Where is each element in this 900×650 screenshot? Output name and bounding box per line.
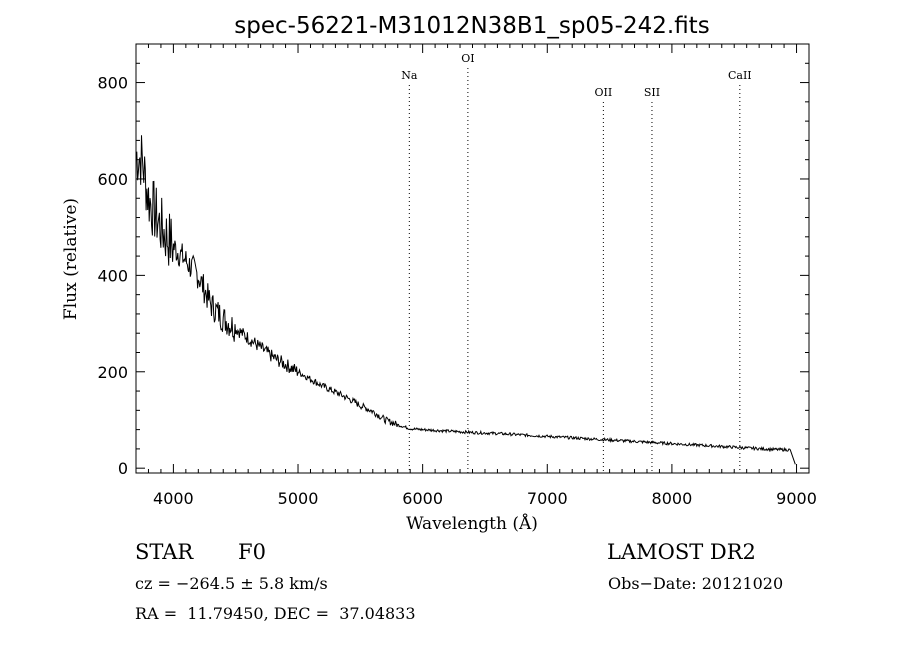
plot-frame: [135, 43, 810, 474]
emission-line-markers: Na OI OII SII CaII: [401, 52, 752, 473]
redshift-readout: cz = −264.5 ± 5.8 km/s: [135, 574, 328, 593]
y-tick-label: 0: [118, 459, 128, 478]
x-tick-labels: 4000 5000 6000 7000 8000 9000: [153, 489, 817, 508]
line-label-caii: CaII: [728, 69, 752, 82]
x-tick-label: 8000: [652, 489, 693, 508]
coordinates-readout: RA = 11.79450, DEC = 37.04833: [135, 604, 416, 623]
y-tick-labels: 0 200 400 600 800: [97, 74, 128, 479]
x-tick-label: 9000: [776, 489, 817, 508]
y-tick-label: 400: [97, 266, 128, 285]
y-tick-label: 800: [97, 74, 128, 93]
line-label-sii: SII: [644, 86, 660, 99]
x-tick-label: 6000: [402, 489, 443, 508]
y-axis-label: Flux (relative): [61, 198, 81, 320]
observation-date: Obs−Date: 20121020: [608, 574, 784, 593]
y-tick-label: 600: [97, 170, 128, 189]
series-spectrum: [135, 135, 796, 465]
y-tick-label: 200: [97, 363, 128, 382]
chart-title: spec-56221-M31012N38B1_sp05-242.fits: [234, 13, 709, 39]
line-label-oi: OI: [461, 52, 474, 65]
x-tick-label: 5000: [278, 489, 319, 508]
line-label-na: Na: [401, 69, 418, 82]
x-axis-label: Wavelength (Å): [406, 513, 538, 534]
survey-name: LAMOST DR2: [607, 540, 756, 564]
x-tick-label: 7000: [527, 489, 568, 508]
axis-ticks: [135, 44, 810, 473]
line-label-oii: OII: [595, 86, 613, 99]
x-tick-label: 4000: [153, 489, 194, 508]
object-class: STAR: [135, 540, 194, 564]
object-subclass: F0: [238, 540, 266, 564]
